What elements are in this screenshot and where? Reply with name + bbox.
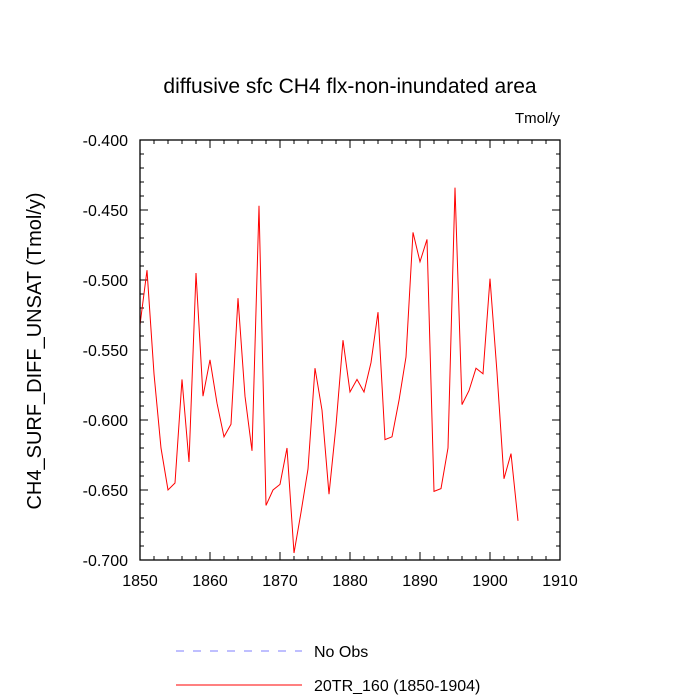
x-tick-label: 1870 bbox=[262, 573, 298, 590]
legend: No Obs 20TR_160 (1850-1904) bbox=[176, 644, 480, 695]
x-tick-label: 1900 bbox=[472, 573, 508, 590]
y-tick-label: -0.400 bbox=[83, 133, 128, 150]
x-tick-label: 1880 bbox=[332, 573, 368, 590]
y-tick-label: -0.450 bbox=[83, 203, 128, 220]
x-tick-label: 1850 bbox=[122, 573, 158, 590]
x-tick-label: 1890 bbox=[402, 573, 438, 590]
y-axis-label: CH4_SURF_DIFF_UNSAT (Tmol/y) bbox=[24, 192, 46, 509]
legend-label-no-obs: No Obs bbox=[314, 644, 368, 661]
y-tick-label: -0.550 bbox=[83, 343, 128, 360]
plot-frame bbox=[139, 139, 561, 561]
y-tick-label: -0.600 bbox=[83, 413, 128, 430]
series-line bbox=[139, 187, 519, 554]
x-tick-label: 1910 bbox=[542, 573, 578, 590]
x-tick-label: 1860 bbox=[192, 573, 228, 590]
plot-area bbox=[139, 187, 519, 554]
axis-tick-labels: 1850 1860 1870 1880 1890 1900 1910 -0.400 -0.450… bbox=[83, 133, 578, 590]
axis-ticks bbox=[139, 139, 561, 561]
legend-label-20tr-160: 20TR_160 (1850-1904) bbox=[314, 678, 480, 695]
units-label: Tmol/y bbox=[515, 110, 561, 127]
chart-title: diffusive sfc CH4 flx-non-inundated area bbox=[163, 75, 536, 98]
y-tick-label: -0.650 bbox=[83, 483, 128, 500]
y-tick-label: -0.500 bbox=[83, 273, 128, 290]
y-tick-label: -0.700 bbox=[83, 553, 128, 570]
